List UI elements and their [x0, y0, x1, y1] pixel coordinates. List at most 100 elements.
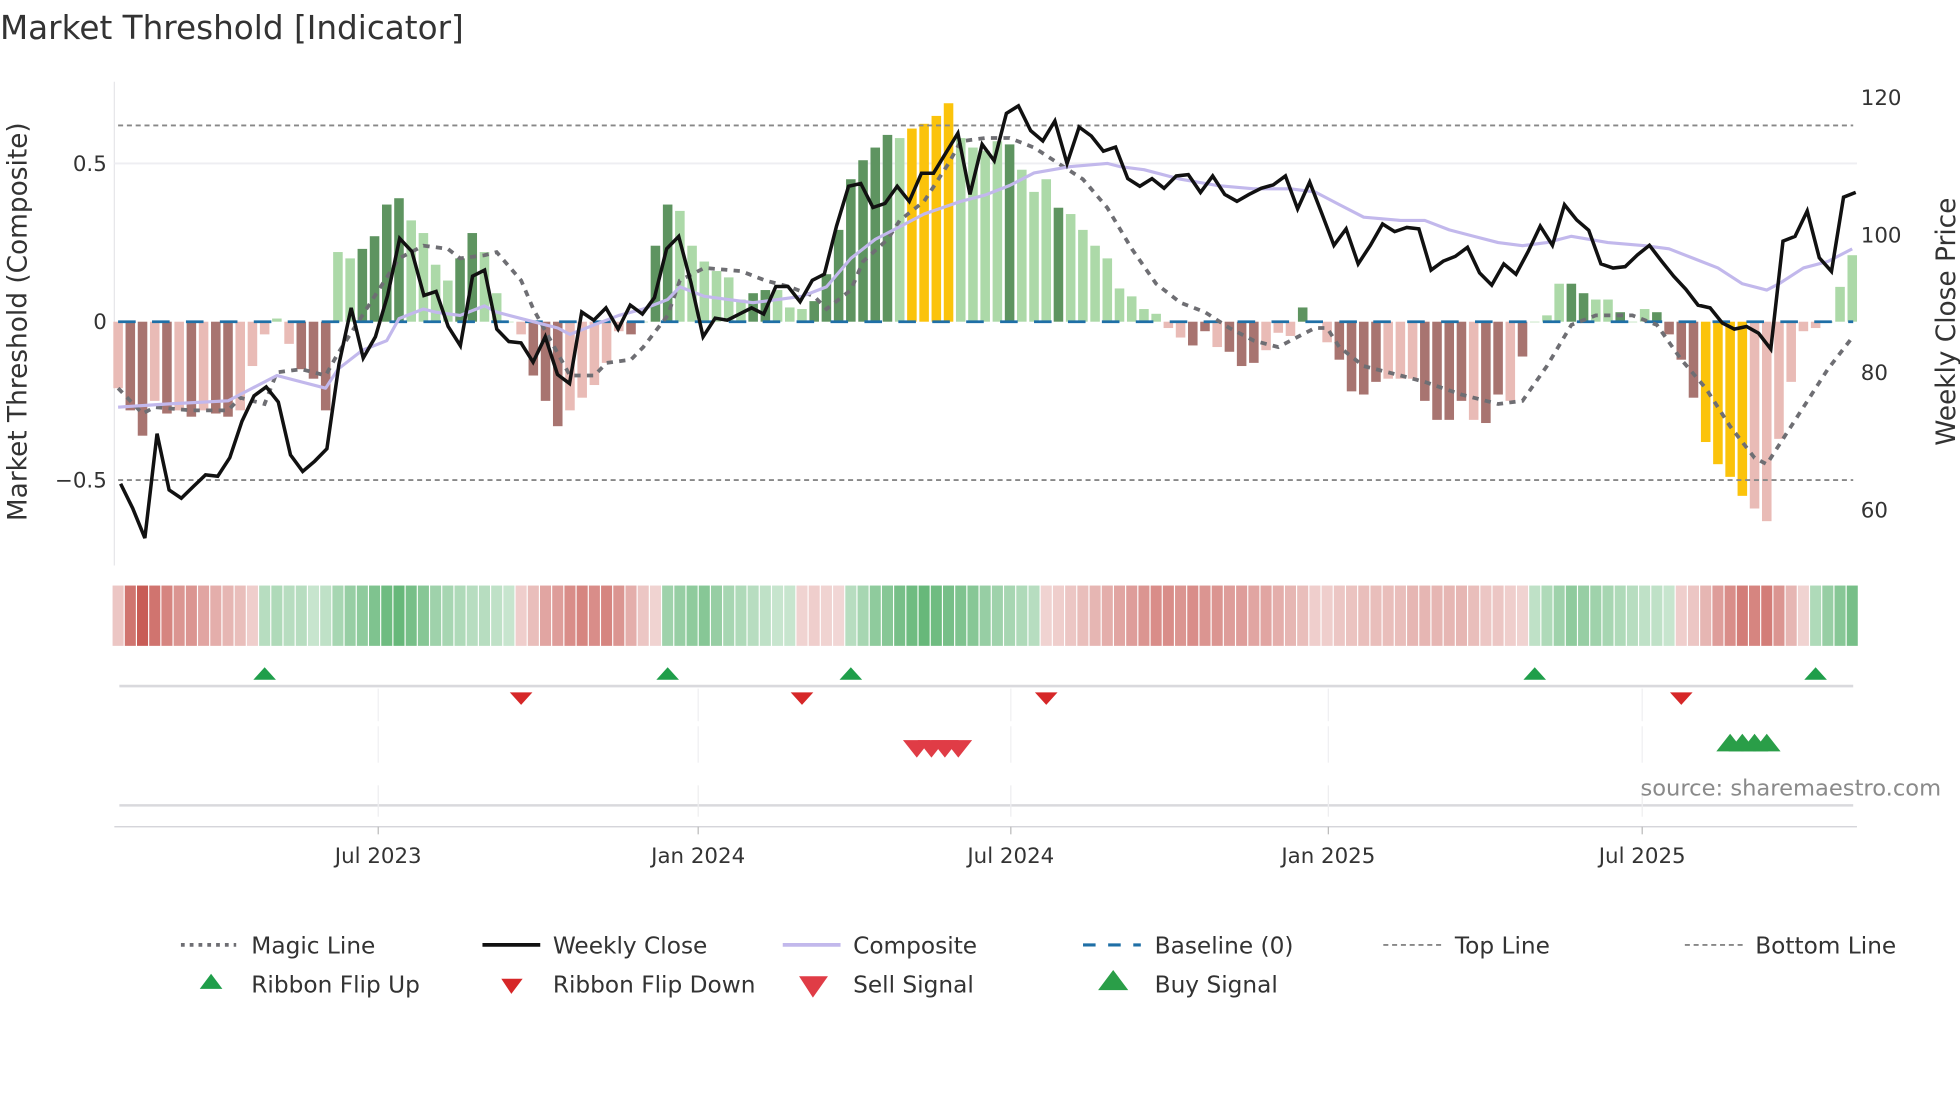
composite-bar [162, 321, 172, 414]
ribbon-cell [1358, 585, 1370, 646]
composite-bar [211, 321, 221, 414]
buy-triangle-icon [1098, 970, 1129, 991]
composite-bar [259, 321, 270, 335]
right-tick-label: 80 [1861, 361, 1888, 386]
ribbon-cell [1248, 585, 1260, 646]
composite-bar [1420, 321, 1430, 401]
x-tick-label: Jan 2024 [649, 844, 745, 869]
composite-bar [626, 321, 636, 335]
buy-signal-marker [1752, 733, 1781, 752]
left-tick-label: −0.5 [55, 469, 107, 494]
ribbon-cell [173, 585, 185, 646]
composite-bar [1212, 321, 1222, 348]
composite-bar [1126, 296, 1137, 322]
ribbon-cell [198, 585, 210, 646]
composite-bar [284, 321, 294, 344]
ribbon-cell [747, 585, 759, 646]
ribbon-cell [320, 585, 332, 646]
ribbon-cell [185, 585, 197, 646]
right-tick-label: 100 [1861, 224, 1902, 249]
ribbon-cell [1675, 585, 1687, 646]
ribbon-cell [1370, 585, 1382, 646]
ribbon-cell [1284, 585, 1297, 646]
ribbon-cell [369, 585, 381, 646]
composite-bar [943, 103, 954, 322]
ribbon-flip-down-marker [509, 692, 533, 705]
composite-bar [1688, 321, 1699, 398]
composite-bar [1041, 179, 1052, 322]
ribbon-flip-up-marker [1523, 667, 1547, 680]
ribbon-cell [1455, 585, 1467, 646]
composite-bar [1236, 321, 1247, 367]
composite-bar [1676, 321, 1687, 360]
ribbon-cell [906, 585, 918, 646]
composite-bar [113, 321, 123, 389]
legend-label: Baseline (0) [1155, 933, 1294, 960]
ribbon-flip-down-marker [790, 692, 814, 705]
ribbon-cell [833, 585, 845, 646]
composite-bar [907, 128, 917, 322]
ribbon-cell [442, 585, 454, 646]
ribbon-cell [588, 585, 600, 646]
composite-bar [1004, 144, 1015, 322]
composite-bar [1200, 321, 1210, 332]
composite-bar [1407, 321, 1418, 379]
composite-bar [1334, 321, 1345, 360]
ribbon-cell [161, 585, 173, 646]
composite-bar [894, 138, 905, 322]
ribbon-cell [1700, 585, 1712, 646]
composite-bar [1261, 321, 1271, 351]
ribbon-cell [1065, 585, 1077, 646]
legend-label: Magic Line [251, 933, 375, 960]
composite-bar [955, 138, 966, 322]
ribbon-cell [1834, 585, 1846, 646]
legend-item-baseline: Baseline (0) [1083, 933, 1293, 960]
ribbon-flip-up-marker [656, 667, 679, 680]
composite-bar [1505, 321, 1516, 401]
ribbon-cell [454, 585, 466, 646]
composite-bar [1273, 321, 1284, 333]
legend-item-top-line: Top Line [1383, 933, 1550, 960]
ribbon-cell [820, 585, 832, 646]
ribbon-cell [1529, 585, 1541, 646]
ribbon-cell [857, 585, 869, 646]
ribbon-cell [430, 585, 442, 646]
composite-bar [1542, 315, 1552, 322]
composite-bar [504, 321, 514, 323]
ribbon-cell [686, 585, 698, 646]
composite-bar [797, 309, 807, 322]
legend-item-magic-line: Magic Line [180, 933, 375, 960]
composite-bar [235, 321, 245, 411]
ribbon-cell [784, 585, 796, 646]
composite-bar [1078, 229, 1088, 322]
ribbon-cell [772, 585, 784, 646]
composite-bar [516, 321, 526, 335]
composite-bar [137, 321, 148, 436]
right-tick-label: 60 [1861, 498, 1888, 523]
composite-bar [821, 274, 832, 322]
ribbon-cell [356, 585, 368, 646]
ribbon-cell [1419, 585, 1431, 646]
ribbon-cell [295, 585, 307, 646]
composite-bar [1029, 191, 1039, 322]
composite-bar [809, 301, 819, 322]
composite-bar [650, 245, 661, 322]
ribbon-cell [136, 585, 149, 646]
composite-bar [919, 123, 929, 322]
ribbon-cell [124, 585, 136, 646]
composite-bar [149, 321, 160, 401]
ribbon-cell [271, 585, 283, 646]
ribbon-cell [1736, 585, 1748, 646]
ribbon-cell [1028, 585, 1040, 646]
ribbon-cell [1810, 585, 1822, 646]
ribbon-cell [955, 585, 967, 646]
ribbon-cell [564, 585, 576, 646]
legend-item-weekly-close: Weekly Close [482, 933, 707, 960]
magic-line [116, 136, 1854, 467]
ribbon-cell [540, 585, 552, 646]
ribbon-flip-down-marker [1034, 692, 1058, 705]
ribbon-cell [979, 585, 991, 646]
composite-bar [1383, 321, 1393, 379]
composite-bar [1481, 321, 1491, 424]
composite-bar [699, 261, 710, 322]
